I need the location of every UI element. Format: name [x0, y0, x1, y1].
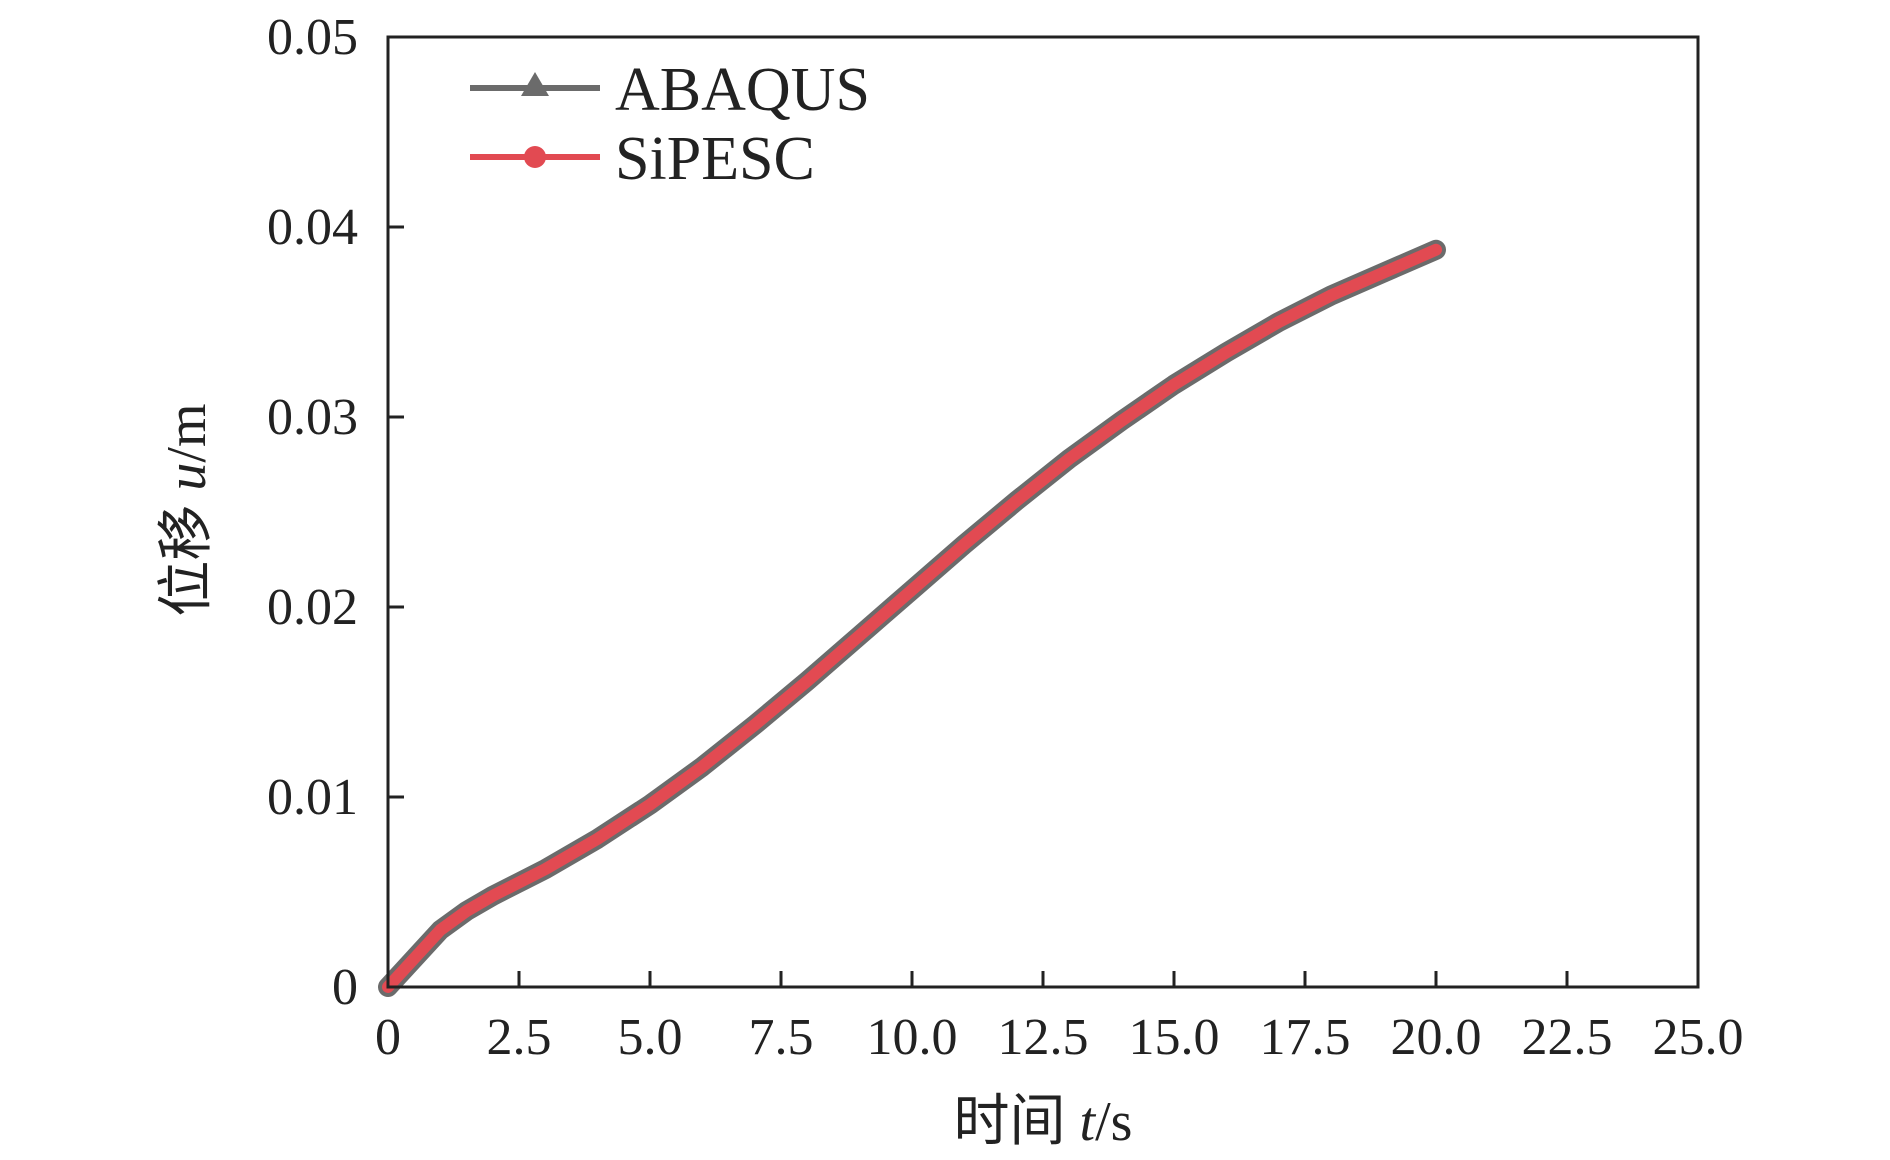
y-tick-label: 0.04	[267, 199, 358, 256]
legend-label-sipesc: SiPESC	[615, 125, 815, 193]
x-axis-label-variable: t	[1080, 1091, 1097, 1153]
y-tick-label: 0.01	[267, 769, 358, 826]
y-axis-label-prefix: 位移	[156, 491, 218, 617]
x-tick-label: 0	[375, 1009, 401, 1066]
x-tick-label: 12.5	[998, 1009, 1089, 1066]
x-axis-label: 时间 t/s	[954, 1091, 1133, 1153]
legend-item-sipesc: SiPESC	[470, 125, 815, 193]
x-axis-label-prefix: 时间	[954, 1091, 1080, 1153]
y-tick-label: 0.03	[267, 389, 358, 446]
x-tick-label: 2.5	[487, 1009, 552, 1066]
x-tick-label: 10.0	[867, 1009, 958, 1066]
series-line-sipesc	[382, 243, 1442, 993]
x-tick-label: 20.0	[1391, 1009, 1482, 1066]
x-tick-label: 25.0	[1653, 1009, 1744, 1066]
legend-marker-circle-icon	[524, 146, 546, 168]
y-axis-ticks: 0 0.01 0.02 0.03 0.04 0.05	[267, 9, 404, 1016]
x-tick-label: 22.5	[1522, 1009, 1613, 1066]
x-tick-label: 17.5	[1260, 1009, 1351, 1066]
y-axis-label: 位移 u/m	[156, 403, 218, 616]
x-tick-label: 15.0	[1129, 1009, 1220, 1066]
x-axis-ticks: 0 2.5 5.0 7.5 10.0 12.5 15.0 17.5 20.0 22.5 25.0	[375, 971, 1744, 1066]
series-layer	[378, 239, 1446, 997]
x-axis-label-unit: /s	[1095, 1091, 1132, 1153]
legend-item-abaqus: ABAQUS	[470, 56, 870, 124]
legend-marker-triangle-icon	[521, 72, 549, 96]
y-tick-label: 0.02	[267, 579, 358, 636]
x-tick-label: 7.5	[749, 1009, 814, 1066]
y-axis-label-unit: /m	[156, 403, 218, 462]
plot-frame	[386, 35, 1700, 989]
y-tick-label: 0	[332, 959, 358, 1016]
legend-label-abaqus: ABAQUS	[615, 56, 870, 124]
y-axis-label-variable: u	[156, 463, 218, 491]
y-tick-label: 0.05	[267, 9, 358, 66]
legend: ABAQUS SiPESC	[470, 56, 870, 193]
x-tick-label: 5.0	[618, 1009, 683, 1066]
